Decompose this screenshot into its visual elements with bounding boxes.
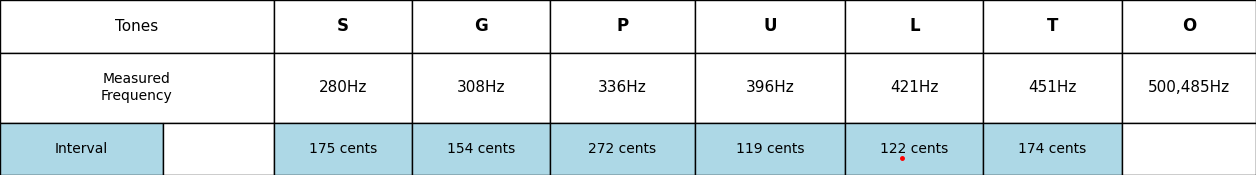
FancyBboxPatch shape — [550, 52, 695, 122]
FancyBboxPatch shape — [983, 52, 1122, 122]
Text: G: G — [475, 17, 487, 35]
Text: T: T — [1046, 17, 1059, 35]
Text: O: O — [1182, 17, 1196, 35]
FancyBboxPatch shape — [412, 0, 550, 52]
Text: 122 cents: 122 cents — [880, 142, 948, 156]
Text: 396Hz: 396Hz — [746, 80, 794, 95]
Text: Measured
Frequency: Measured Frequency — [100, 72, 173, 103]
Text: U: U — [764, 17, 776, 35]
Text: 421Hz: 421Hz — [891, 80, 938, 95]
Text: 336Hz: 336Hz — [598, 80, 647, 95]
Text: S: S — [337, 17, 349, 35]
FancyBboxPatch shape — [695, 0, 845, 52]
FancyBboxPatch shape — [1122, 122, 1256, 175]
FancyBboxPatch shape — [163, 122, 274, 175]
Text: L: L — [909, 17, 919, 35]
FancyBboxPatch shape — [550, 0, 695, 52]
FancyBboxPatch shape — [274, 122, 412, 175]
FancyBboxPatch shape — [0, 52, 274, 122]
FancyBboxPatch shape — [412, 122, 550, 175]
FancyBboxPatch shape — [412, 52, 550, 122]
FancyBboxPatch shape — [0, 122, 163, 175]
Text: 119 cents: 119 cents — [736, 142, 804, 156]
Text: Tones: Tones — [116, 19, 158, 34]
FancyBboxPatch shape — [695, 52, 845, 122]
Text: 308Hz: 308Hz — [457, 80, 505, 95]
Text: 174 cents: 174 cents — [1019, 142, 1086, 156]
Text: 175 cents: 175 cents — [309, 142, 377, 156]
Text: 272 cents: 272 cents — [588, 142, 657, 156]
FancyBboxPatch shape — [983, 122, 1122, 175]
FancyBboxPatch shape — [845, 122, 983, 175]
FancyBboxPatch shape — [845, 0, 983, 52]
Text: 154 cents: 154 cents — [447, 142, 515, 156]
FancyBboxPatch shape — [1122, 0, 1256, 52]
Text: Interval: Interval — [55, 142, 108, 156]
FancyBboxPatch shape — [550, 122, 695, 175]
FancyBboxPatch shape — [0, 0, 274, 52]
FancyBboxPatch shape — [845, 52, 983, 122]
Text: P: P — [617, 17, 628, 35]
Text: 280Hz: 280Hz — [319, 80, 367, 95]
FancyBboxPatch shape — [983, 0, 1122, 52]
Text: 451Hz: 451Hz — [1029, 80, 1076, 95]
FancyBboxPatch shape — [274, 0, 412, 52]
FancyBboxPatch shape — [1122, 52, 1256, 122]
FancyBboxPatch shape — [274, 52, 412, 122]
Text: 500,485Hz: 500,485Hz — [1148, 80, 1230, 95]
FancyBboxPatch shape — [695, 122, 845, 175]
